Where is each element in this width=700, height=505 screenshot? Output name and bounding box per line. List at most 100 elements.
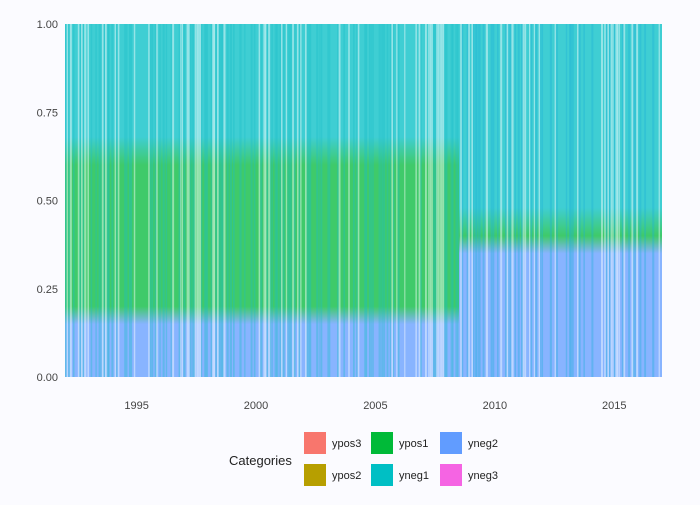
stripe — [348, 24, 350, 377]
stripe — [108, 24, 110, 377]
stripe — [610, 24, 612, 377]
stripe — [370, 24, 372, 377]
stripe — [172, 24, 175, 377]
stripe — [461, 24, 464, 377]
stripe — [156, 24, 158, 377]
x-tick-label: 2000 — [244, 400, 268, 412]
stripe — [524, 24, 527, 377]
stripe — [287, 24, 289, 377]
stripe — [631, 24, 634, 377]
stripe — [105, 24, 108, 377]
stripe — [170, 24, 172, 377]
stripe — [415, 24, 417, 377]
stripe — [159, 24, 161, 377]
stripe — [639, 24, 642, 377]
stripe — [529, 24, 531, 377]
stripe — [378, 24, 380, 377]
stripe — [530, 24, 533, 377]
x-tick-label: 2015 — [602, 400, 626, 412]
stripe — [391, 24, 394, 377]
stripe — [266, 24, 269, 377]
stripe — [482, 24, 485, 377]
stripe — [250, 24, 253, 377]
stripe — [290, 24, 292, 377]
stripe — [90, 24, 93, 377]
stripe — [393, 24, 395, 377]
stripe — [285, 24, 288, 377]
stripe — [220, 24, 223, 377]
stripe — [269, 24, 272, 377]
stripe — [425, 24, 427, 377]
stripe — [212, 24, 215, 377]
stripe — [130, 24, 133, 377]
legend-title: Categories — [229, 453, 292, 468]
stripe — [533, 24, 536, 377]
stripe — [73, 24, 75, 377]
legend-item-ypos3: ypos3 — [304, 432, 361, 454]
stripe — [511, 24, 514, 377]
stripe — [281, 24, 283, 377]
stripe — [514, 24, 517, 377]
stripe — [404, 24, 406, 377]
stripe — [466, 24, 469, 377]
stripe — [521, 24, 524, 377]
stripe — [658, 24, 660, 377]
stripe — [452, 24, 454, 377]
legend-item-yneg2: yneg2 — [440, 432, 498, 454]
stripe — [428, 24, 430, 377]
stripe — [522, 24, 524, 377]
stripe — [634, 24, 636, 377]
stripe — [101, 24, 104, 377]
stripe — [265, 24, 267, 377]
stripe — [357, 24, 360, 377]
stripe — [444, 24, 447, 377]
stripe — [229, 24, 232, 377]
stripe — [517, 24, 520, 377]
stripe — [389, 24, 392, 377]
legend-swatch — [440, 464, 462, 486]
stripe — [271, 24, 273, 377]
stripe — [319, 24, 321, 377]
x-tick-label: 2005 — [363, 400, 387, 412]
stripe — [197, 24, 200, 377]
stripe — [260, 24, 263, 377]
stripe — [500, 24, 503, 377]
legend-swatch — [304, 432, 326, 454]
stripe — [652, 24, 655, 377]
stripe — [429, 24, 432, 377]
legend-item-yneg1: yneg1 — [371, 464, 429, 486]
stripe — [437, 24, 440, 377]
stripe — [356, 24, 358, 377]
stripe — [191, 24, 193, 377]
stripe — [263, 24, 266, 377]
stripe — [477, 24, 480, 377]
y-tick-label: 0.75 — [37, 107, 58, 119]
stripe — [591, 24, 594, 377]
stripe — [455, 24, 458, 377]
stripe — [505, 24, 507, 377]
stripe — [615, 24, 618, 377]
stripe — [98, 24, 101, 377]
stripe — [506, 24, 509, 377]
stripe — [418, 24, 421, 377]
area-band-0 — [65, 24, 460, 377]
legend-swatch — [440, 432, 462, 454]
stripe — [276, 24, 279, 377]
x-tick-label: 1995 — [124, 400, 148, 412]
stripe — [397, 24, 400, 377]
stripe — [485, 24, 488, 377]
stripe — [186, 24, 189, 377]
stripe — [129, 24, 131, 377]
stripe — [106, 24, 109, 377]
stripe — [300, 24, 302, 377]
stripe — [445, 24, 448, 377]
stripe — [583, 24, 585, 377]
legend-label: ypos1 — [399, 438, 428, 450]
stripe — [116, 24, 118, 377]
stripe — [289, 24, 291, 377]
stripe — [509, 24, 512, 377]
stripe — [189, 24, 192, 377]
stripe — [479, 24, 481, 377]
stripe — [327, 24, 329, 377]
